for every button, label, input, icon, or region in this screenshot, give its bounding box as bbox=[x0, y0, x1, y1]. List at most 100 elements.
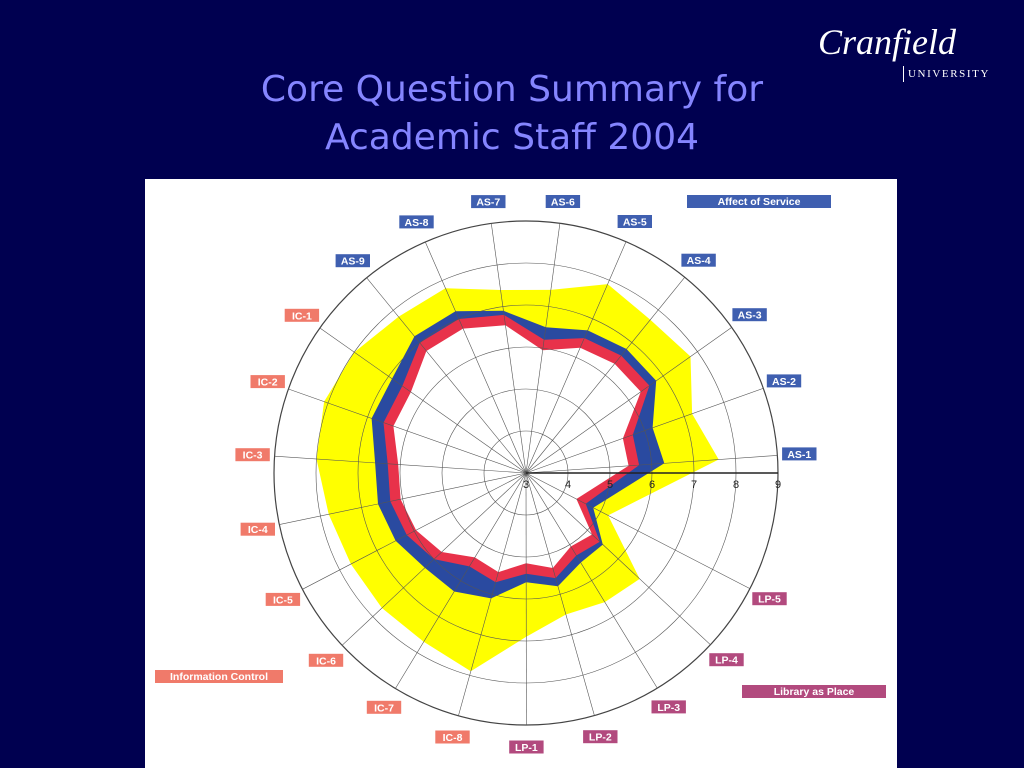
spoke-ic-3 bbox=[274, 455, 527, 474]
axis-tag-lp-5: LP-5 bbox=[752, 592, 787, 606]
axis-tag-as-3: AS-3 bbox=[732, 308, 767, 322]
cranfield-logo: Cranfield UNIVERSITY bbox=[816, 22, 1006, 82]
slide-title-line-2: Academic Staff 2004 bbox=[324, 117, 700, 158]
spoke-as-1 bbox=[525, 455, 778, 474]
axis-tag-box bbox=[509, 740, 544, 754]
tick-label-9: 9 bbox=[775, 479, 781, 491]
tick-label-6: 6 bbox=[649, 479, 655, 491]
tick-label-5: 5 bbox=[607, 479, 613, 491]
axis-tag-label: IC-4 bbox=[248, 524, 268, 536]
axis-tag-ic-7: IC-7 bbox=[366, 700, 402, 714]
legend-library-as-place: Library as Place bbox=[742, 685, 886, 698]
axis-tag-label: LP-5 bbox=[758, 594, 781, 606]
spoke-lp-3 bbox=[525, 472, 658, 689]
axis-tag-label: LP-2 bbox=[589, 732, 612, 744]
axis-tag-label: AS-2 bbox=[772, 376, 796, 388]
spoke-ic-8 bbox=[458, 472, 527, 716]
axis-tag-lp-1: LP-1 bbox=[509, 740, 544, 754]
tick-label-4: 4 bbox=[565, 479, 571, 491]
spoke-as-5 bbox=[525, 241, 627, 474]
axis-tag-as-7: AS-7 bbox=[471, 195, 506, 209]
spoke-as-2 bbox=[525, 388, 764, 474]
logo-divider bbox=[903, 66, 904, 82]
axis-tag-ic-6: IC-6 bbox=[308, 653, 344, 667]
axis-tag-box bbox=[335, 254, 370, 268]
axis-tag-label: AS-7 bbox=[476, 197, 500, 209]
spoke-ic-4 bbox=[279, 472, 527, 525]
legend-box bbox=[155, 670, 283, 683]
axis-tag-label: LP-3 bbox=[657, 702, 680, 714]
axis-tag-as-8: AS-8 bbox=[399, 215, 434, 229]
axis-tag-label: IC-7 bbox=[374, 702, 394, 714]
logo-wordmark: Cranfield bbox=[818, 22, 957, 62]
axis-tag-label: IC-6 bbox=[316, 655, 336, 667]
axis-tag-box bbox=[617, 215, 652, 228]
axis-tag-lp-4: LP-4 bbox=[709, 653, 744, 667]
axis-tag-label: IC-8 bbox=[443, 732, 463, 744]
axis-tag-ic-1: IC-1 bbox=[284, 308, 320, 322]
axis-tag-box bbox=[766, 374, 802, 388]
axis-tag-box bbox=[265, 592, 301, 606]
axis-tag-as-5: AS-5 bbox=[617, 215, 652, 229]
axis-tag-label: IC-1 bbox=[292, 310, 312, 322]
axis-tag-box bbox=[709, 653, 744, 667]
spoke-as-9 bbox=[366, 277, 527, 474]
axis-tag-box bbox=[435, 730, 470, 744]
axis-tag-label: AS-6 bbox=[551, 197, 575, 209]
axis-tag-box bbox=[250, 375, 285, 389]
spoke-as-4 bbox=[525, 277, 685, 474]
axis-tag-as-2: AS-2 bbox=[766, 374, 802, 388]
legend-box bbox=[687, 195, 831, 208]
axis-tag-box bbox=[583, 730, 618, 744]
legend-affect-of-service: Affect of Service bbox=[687, 195, 831, 208]
legend-label: Library as Place bbox=[774, 686, 855, 698]
axis-tag-label: IC-5 bbox=[273, 594, 293, 606]
axis-tag-ic-4: IC-4 bbox=[240, 522, 275, 536]
legend-label: Affect of Service bbox=[718, 196, 801, 208]
axis-tag-label: AS-8 bbox=[405, 217, 429, 229]
axis-tag-box bbox=[752, 592, 787, 606]
chart-panel: 3 4 5 6 7 8 9 AS-1 AS-2 AS-3 AS-4 AS-5 AS-6 AS-7 AS-8 A… bbox=[145, 179, 897, 768]
axis-tag-ic-5: IC-5 bbox=[265, 592, 301, 606]
slide-title: Core Question Summary for Academic Staff… bbox=[150, 66, 874, 162]
axis-tag-as-6: AS-6 bbox=[545, 195, 581, 209]
axis-tag-label: IC-2 bbox=[258, 377, 278, 389]
axis-tag-label: LP-4 bbox=[715, 655, 738, 667]
axis-tag-as-9: AS-9 bbox=[335, 254, 370, 268]
axis-tag-box bbox=[651, 700, 686, 714]
spoke-as-7 bbox=[491, 223, 527, 474]
radar-chart: 3 4 5 6 7 8 9 AS-1 AS-2 AS-3 AS-4 AS-5 AS-6 AS-7 AS-8 A… bbox=[155, 195, 886, 754]
axis-tag-label: AS-1 bbox=[787, 449, 811, 461]
axis-tag-label: LP-1 bbox=[515, 742, 538, 754]
axis-tag-box bbox=[782, 447, 817, 461]
axis-tag-label: AS-9 bbox=[341, 256, 365, 268]
axis-tag-box bbox=[240, 522, 275, 536]
slide-title-line-1: Core Question Summary for bbox=[260, 69, 764, 110]
axis-tag-ic-3: IC-3 bbox=[235, 448, 270, 462]
axis-tag-label: AS-5 bbox=[623, 217, 647, 229]
spoke-ic-2 bbox=[288, 388, 527, 474]
axis-tag-label: IC-3 bbox=[243, 450, 263, 462]
inner-core bbox=[393, 325, 641, 573]
axis-tag-box bbox=[471, 195, 506, 209]
spoke-ic-1 bbox=[319, 327, 527, 474]
legend-label: Information Control bbox=[170, 671, 268, 683]
axis-tag-box bbox=[366, 700, 402, 714]
axis-tag-lp-3: LP-3 bbox=[651, 700, 686, 714]
spoke-ic-5 bbox=[302, 472, 527, 590]
spoke-lp-4 bbox=[525, 472, 711, 645]
spoke-as-8 bbox=[425, 241, 527, 474]
spoke-ic-7 bbox=[395, 472, 527, 689]
axis-tag-label: AS-3 bbox=[738, 310, 762, 322]
spoke-ic-6 bbox=[341, 472, 527, 646]
axis-tag-box bbox=[399, 215, 434, 229]
axis-tag-box bbox=[235, 448, 270, 462]
axis-tag-label: AS-4 bbox=[687, 255, 711, 267]
axis-tag-as-4: AS-4 bbox=[681, 253, 716, 267]
tick-label-3: 3 bbox=[523, 479, 529, 491]
spoke-lp-5 bbox=[525, 472, 751, 589]
axis-tag-box bbox=[545, 195, 581, 208]
legend-information-control: Information Control bbox=[155, 670, 283, 683]
axis-tag-lp-2: LP-2 bbox=[583, 730, 618, 744]
axis-tag-box bbox=[284, 308, 320, 322]
